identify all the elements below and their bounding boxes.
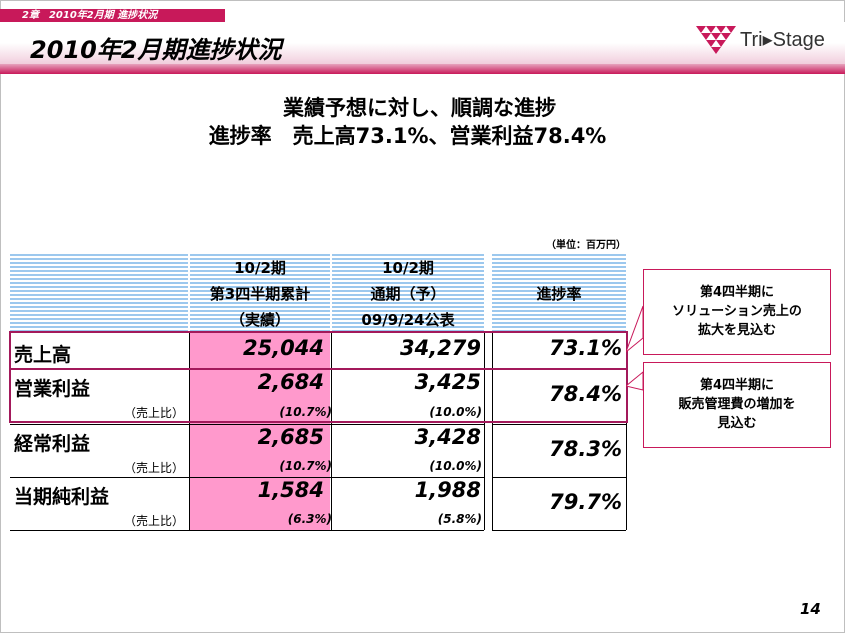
net-income-progress-rate: 79.7%	[549, 490, 622, 514]
sales-progress-rate: 73.1%	[549, 336, 622, 360]
header-actual-line-2: 第3四半期累計	[209, 285, 311, 303]
ordinary-profit-actual-value: 2,685	[257, 425, 324, 449]
callout-operating-note: 第4四半期に 販売管理費の増加を 見込む	[643, 362, 831, 448]
net-income-forecast-ratio: (5.8%)	[437, 512, 482, 526]
headline-line-2: 進捗率 売上高73.1%、営業利益78.4%	[208, 124, 607, 148]
title-underline	[0, 64, 845, 74]
column-divider	[484, 332, 485, 530]
page-number: 14	[800, 600, 821, 618]
row-label-operating-profit: 営業利益	[14, 378, 91, 400]
sales-actual-value: 25,044	[242, 336, 324, 360]
header-rate-label: 進捗率	[536, 285, 582, 303]
row-divider	[10, 424, 484, 425]
logo-text: Tri▸Stage	[740, 29, 825, 51]
logo-triangles-icon	[696, 26, 736, 54]
header-rate-cell: 進捗率	[492, 252, 626, 332]
company-logo: Tri▸Stage	[696, 24, 836, 54]
callout-sales-line-2: ソリューション売上の	[672, 304, 802, 319]
table-bottom-border	[10, 530, 484, 531]
column-divider	[492, 332, 493, 530]
callout-operating-line-3: 見込む	[717, 416, 757, 431]
callout-operating-line-1: 第4四半期に	[699, 378, 775, 393]
unit-note: （単位：百万円）	[546, 240, 626, 251]
row-divider	[492, 424, 626, 425]
sales-forecast-value: 34,279	[399, 336, 481, 360]
row-sub-label: （売上比）	[124, 514, 185, 528]
row-sub-label: （売上比）	[124, 461, 185, 475]
row-divider	[492, 477, 626, 478]
operating-profit-progress-rate: 78.4%	[549, 382, 622, 406]
ordinary-profit-actual-ratio: (10.7%)	[279, 459, 332, 473]
page-title: 2010年2月期進捗状況	[30, 36, 282, 64]
operating-profit-forecast-value: 3,425	[414, 370, 481, 394]
ordinary-profit-forecast-value: 3,428	[414, 425, 481, 449]
header-forecast-line-2: 通期（予）	[370, 285, 446, 303]
column-divider	[626, 332, 627, 530]
row-sub-label: （売上比）	[124, 406, 185, 420]
operating-profit-actual-value: 2,684	[257, 370, 324, 394]
header-actual-line-3: （実績）	[229, 311, 290, 329]
header-blank-cell	[10, 252, 188, 332]
operating-profit-forecast-ratio: (10.0%)	[429, 405, 482, 419]
row-divider	[10, 477, 484, 478]
net-income-actual-ratio: (6.3%)	[287, 512, 332, 526]
row-label-net-income: 当期純利益	[14, 486, 110, 508]
breadcrumb: 2章 2010年2月期 進捗状況	[0, 9, 225, 22]
sales-row-highlight	[9, 331, 628, 370]
ordinary-profit-progress-rate: 78.3%	[549, 437, 622, 461]
row-label-sales: 売上高	[14, 344, 72, 366]
header-forecast-cell: 10/2期 通期（予） 09/9/24公表	[332, 252, 484, 332]
callout-operating-line-2: 販売管理費の増加を	[678, 397, 796, 412]
net-income-actual-value: 1,584	[257, 478, 324, 502]
table-bottom-border	[492, 530, 626, 531]
callout-sales-line-3: 拡大を見込む	[697, 323, 776, 338]
header-actual-line-1: 10/2期	[234, 259, 286, 277]
header-forecast-line-1: 10/2期	[382, 259, 434, 277]
operating-profit-row-highlight	[9, 368, 628, 423]
callout-sales-note: 第4四半期に ソリューション売上の 拡大を見込む	[643, 269, 831, 355]
column-divider	[189, 332, 190, 530]
headline-line-1: 業績予想に対し、順調な進捗	[283, 96, 556, 120]
header-actual-cell: 10/2期 第3四半期累計 （実績）	[190, 252, 330, 332]
column-divider	[331, 332, 332, 530]
net-income-forecast-value: 1,988	[414, 478, 481, 502]
header-forecast-line-3: 09/9/24公表	[361, 311, 455, 329]
actual-column-highlight	[190, 332, 330, 530]
ordinary-profit-forecast-ratio: (10.0%)	[429, 459, 482, 473]
row-label-ordinary-profit: 経常利益	[14, 433, 91, 455]
operating-profit-actual-ratio: (10.7%)	[279, 405, 332, 419]
callout-sales-line-1: 第4四半期に	[699, 285, 775, 300]
